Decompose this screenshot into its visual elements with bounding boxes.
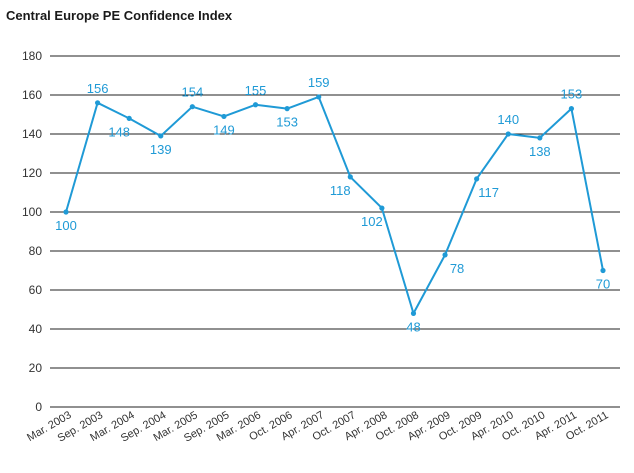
data-point [474, 176, 480, 182]
data-label: 118 [330, 183, 351, 198]
data-label: 140 [497, 112, 519, 127]
y-tick-label: 20 [29, 361, 43, 375]
data-label: 102 [361, 214, 383, 229]
data-point [347, 174, 353, 180]
data-point [537, 135, 543, 141]
data-point [63, 209, 69, 215]
data-label: 117 [478, 185, 499, 200]
data-label: 139 [150, 142, 172, 157]
y-tick-label: 160 [22, 88, 42, 102]
data-label: 148 [108, 124, 130, 139]
data-point [94, 100, 101, 106]
data-point [284, 106, 290, 112]
data-point [600, 267, 606, 274]
data-point [316, 94, 322, 100]
data-label: 159 [308, 75, 330, 90]
data-point [158, 133, 164, 139]
data-label: 138 [529, 144, 551, 159]
data-label: 153 [276, 115, 298, 130]
data-label: 48 [406, 319, 420, 334]
data-label: 156 [87, 81, 109, 96]
data-label: 155 [245, 83, 267, 98]
chart-title: Central Europe PE Confidence Index [6, 8, 233, 23]
data-point [379, 205, 385, 211]
y-tick-label: 100 [22, 205, 42, 219]
y-tick-label: 0 [35, 400, 42, 414]
y-tick-label: 120 [22, 166, 42, 180]
data-point [126, 115, 132, 121]
data-point [568, 106, 575, 112]
series-line [65, 95, 604, 315]
y-tick-label: 180 [22, 49, 42, 63]
data-label: 70 [596, 277, 610, 292]
data-point [221, 113, 227, 120]
data-label: 154 [182, 85, 204, 100]
y-tick-label: 60 [29, 283, 43, 297]
data-label: 149 [213, 122, 235, 137]
y-tick-label: 140 [22, 127, 42, 141]
y-tick-label: 80 [29, 244, 43, 258]
data-point [252, 102, 259, 108]
data-point [505, 131, 511, 137]
y-tick-label: 40 [29, 322, 43, 336]
data-point [189, 104, 195, 110]
data-label: 153 [561, 87, 583, 102]
data-point [442, 252, 448, 258]
data-label: 100 [55, 218, 77, 233]
data-label: 78 [450, 261, 464, 276]
data-point [410, 310, 417, 316]
